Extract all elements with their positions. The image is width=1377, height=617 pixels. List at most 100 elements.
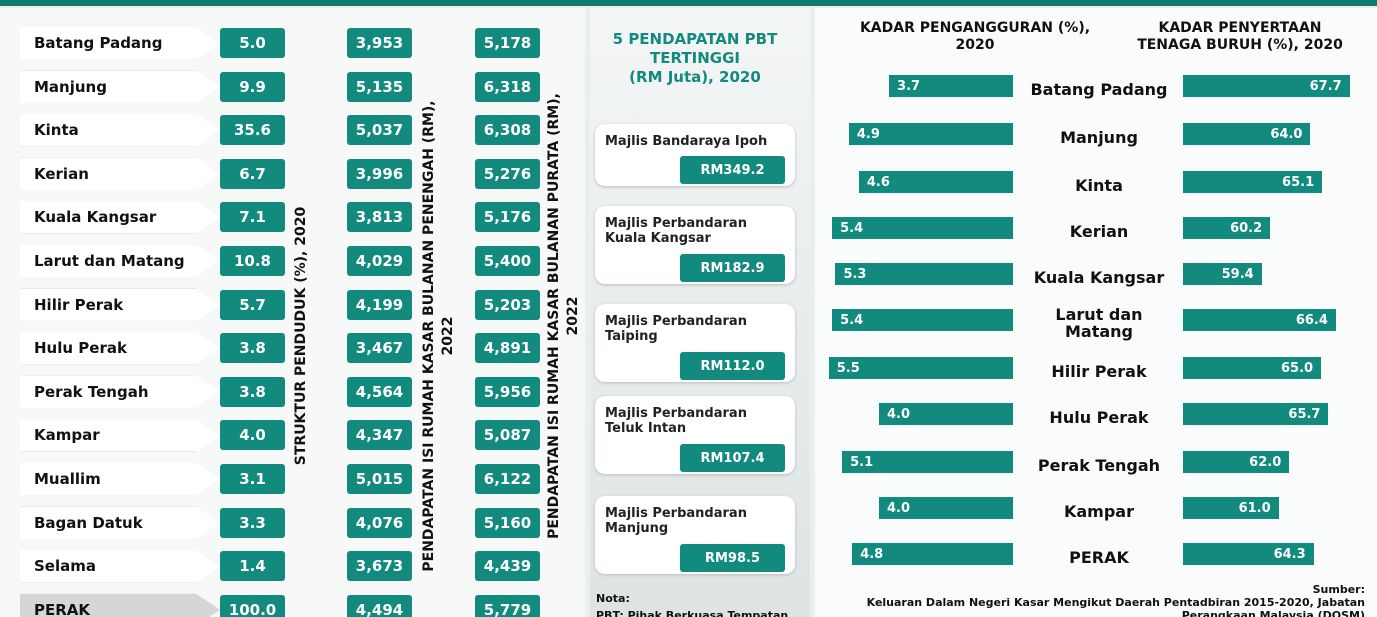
mean-income-value: 4,891 [475, 333, 540, 364]
mean-income-value: 5,176 [475, 202, 540, 233]
participation-title: KADAR PENYERTAAN TENAGA BURUH (%), 2020 [1110, 20, 1370, 54]
note: PBT: Pihak Berkuasa Tempatan [596, 609, 789, 617]
population-value: 4.0 [220, 420, 285, 451]
median-income-value: 4,199 [347, 289, 412, 320]
mean-income-value: 5,160 [475, 507, 540, 538]
note-title: Nota: [596, 592, 630, 605]
pbt-value: RM107.4 [680, 444, 785, 472]
population-value: 9.9 [220, 71, 285, 102]
population-header: STRUKTUR PENDUDUK (%), 2020 [292, 196, 311, 476]
population-value: 35.6 [220, 115, 285, 146]
median-income-value: 5,135 [347, 71, 412, 102]
source: Keluaran Dalam Negeri Kasar Mengikut Dae… [866, 596, 1365, 617]
district-label: Kuala Kangsar [20, 201, 220, 234]
district-name: Kuala Kangsar [1033, 267, 1165, 287]
mean-income-value: 6,308 [475, 115, 540, 146]
population-value: 10.8 [220, 246, 285, 276]
pbt-value: RM112.0 [680, 352, 785, 380]
mean-income-value: 5,400 [475, 246, 540, 276]
unemployment-title: KADAR PENGANGGURAN (%), 2020 [830, 20, 1120, 54]
unemployment-bar: 4.9 [848, 123, 1013, 145]
mean-income-value: 5,779 [475, 594, 540, 617]
mean-income-value: 6,122 [475, 464, 540, 494]
median-header: PENDAPATAN ISI RUMAH KASAR BULANAN PENEN… [420, 66, 458, 606]
unemployment-bar: 4.0 [879, 403, 1013, 425]
median-income-value: 3,467 [347, 333, 412, 364]
pbt-title: 5 PENDAPATAN PBT TERTINGGI (RM Juta), 2020 [595, 30, 795, 87]
participation-bar: 67.7 [1183, 75, 1350, 97]
mean-income-value: 5,178 [475, 28, 540, 58]
median-income-value: 5,037 [347, 115, 412, 146]
mean-header-line: 2022 [565, 296, 581, 336]
participation-bar: 60.2 [1183, 217, 1271, 239]
participation-bar: 64.0 [1183, 123, 1311, 145]
median-income-value: 4,494 [347, 594, 412, 617]
population-value: 1.4 [220, 551, 285, 582]
mean-header: PENDAPATAN ISI RUMAH KASAR BULANAN PURAT… [545, 46, 583, 586]
population-value: 5.7 [220, 289, 285, 320]
district-label: Kampar [20, 419, 220, 452]
unemployment-bar: 4.8 [852, 543, 1013, 565]
district-name: Hilir Perak [1051, 361, 1147, 381]
population-value: 5.0 [220, 28, 285, 58]
district-name: Kampar [1063, 501, 1134, 521]
unemployment-bar: 5.5 [828, 357, 1013, 379]
district-name: PERAK [1069, 547, 1129, 567]
unemployment-bar: 5.1 [842, 451, 1013, 473]
participation-bar: 65.0 [1183, 357, 1322, 379]
district-label: Selama [20, 550, 220, 583]
participation-title-line: KADAR PENYERTAAN [1158, 20, 1322, 36]
district-name: Larut dan Matang [1055, 305, 1143, 341]
district-label: Hilir Perak [20, 288, 220, 321]
unemployment-bar: 5.3 [835, 263, 1013, 285]
population-header-line: STRUKTUR PENDUDUK (%), 2020 [293, 206, 309, 466]
population-value: 3.8 [220, 376, 285, 407]
district-label: Hulu Perak [20, 332, 220, 365]
population-value: 6.7 [220, 158, 285, 189]
district-name: Kerian [1069, 221, 1129, 241]
district-name: Kinta [1075, 175, 1123, 195]
pbt-value: RM98.5 [680, 544, 785, 572]
unemployment-bar: 4.0 [879, 497, 1013, 519]
pbt-title-line: TERTINGGI [650, 49, 740, 67]
district-label: Bagan Datuk [20, 506, 220, 539]
source-title: Sumber: [1312, 583, 1365, 596]
district-name: Perak Tengah [1037, 455, 1161, 475]
participation-title-line: TENAGA BURUH (%), 2020 [1137, 37, 1343, 53]
district-label: PERAK [20, 593, 220, 617]
district-label: Kerian [20, 157, 220, 190]
population-value: 3.1 [220, 464, 285, 494]
median-income-value: 4,029 [347, 246, 412, 276]
participation-bar: 62.0 [1183, 451, 1290, 473]
participation-bar: 61.0 [1183, 497, 1279, 519]
population-value: 7.1 [220, 202, 285, 233]
population-value: 100.0 [220, 594, 285, 617]
district-label: Batang Padang [20, 27, 220, 59]
participation-bar: 65.1 [1183, 171, 1323, 193]
mean-income-value: 5,203 [475, 289, 540, 320]
participation-bar: 66.4 [1183, 309, 1336, 331]
median-income-value: 4,076 [347, 507, 412, 538]
unemployment-title-line: KADAR PENGANGGURAN (%), [859, 20, 1091, 36]
unemployment-bar: 5.4 [832, 217, 1013, 239]
district-label: Muallim [20, 463, 220, 495]
median-header-line: PENDAPATAN ISI RUMAH KASAR BULANAN PENEN… [421, 100, 437, 572]
pbt-title-line: (RM Juta), 2020 [629, 68, 761, 86]
population-value: 3.3 [220, 507, 285, 538]
district-name: Hulu Perak [1049, 407, 1149, 427]
population-value: 3.8 [220, 333, 285, 364]
participation-bar: 59.4 [1183, 263, 1262, 285]
district-label: Manjung [20, 70, 220, 103]
district-name: Manjung [1060, 127, 1138, 147]
unemployment-title-line: 2020 [955, 37, 995, 53]
unemployment-bar: 5.4 [832, 309, 1013, 331]
mean-header-line: PENDAPATAN ISI RUMAH KASAR BULANAN PURAT… [546, 93, 562, 539]
median-income-value: 3,813 [347, 202, 412, 233]
median-income-value: 4,564 [347, 376, 412, 407]
district-label: Perak Tengah [20, 375, 220, 408]
median-income-value: 3,996 [347, 158, 412, 189]
unemployment-bar: 4.6 [858, 171, 1013, 193]
mean-income-value: 6,318 [475, 71, 540, 102]
district-label: Larut dan Matang [20, 245, 220, 277]
